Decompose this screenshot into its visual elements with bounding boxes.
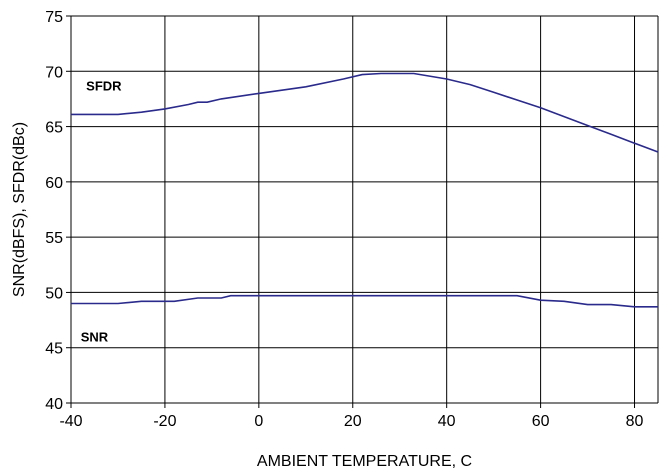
- series-label-background: [75, 327, 113, 346]
- series-label-snr: SNR: [81, 330, 109, 345]
- x-tick-label: 0: [254, 413, 263, 430]
- x-tick-label: 80: [626, 413, 644, 430]
- x-tick-label: -40: [59, 413, 82, 430]
- x-axis-title: AMBIENT TEMPERATURE, C: [257, 453, 472, 470]
- y-tick-label: 75: [45, 9, 63, 26]
- x-tick-label: 40: [438, 413, 456, 430]
- y-tick-label: 70: [45, 64, 63, 81]
- x-tick-label: -20: [153, 413, 176, 430]
- series-lines: [71, 72, 659, 308]
- x-tick-label: 60: [532, 413, 550, 430]
- y-tick-label: 50: [45, 285, 63, 302]
- series-label-sfdr: SFDR: [86, 79, 122, 94]
- y-tick-label: 40: [45, 396, 63, 413]
- x-tick-label: 20: [344, 413, 362, 430]
- series-label-background: [80, 76, 127, 95]
- grid-lines: [66, 15, 659, 408]
- y-tick-label: 65: [45, 120, 63, 137]
- y-tick-label: 45: [45, 341, 63, 358]
- y-axis-title: SNR(dBFS), SFDR(dBc): [11, 122, 28, 297]
- series-line-snr: [71, 294, 658, 308]
- y-tick-label: 55: [45, 230, 63, 247]
- y-tick-label: 60: [45, 175, 63, 192]
- tick-labels: 40 45 50 55 60 65 70 75 -40 -20 0 20 40 60 80: [45, 9, 643, 430]
- series-labels: SFDR SNR: [75, 76, 127, 346]
- series-line-sfdr: [71, 72, 659, 153]
